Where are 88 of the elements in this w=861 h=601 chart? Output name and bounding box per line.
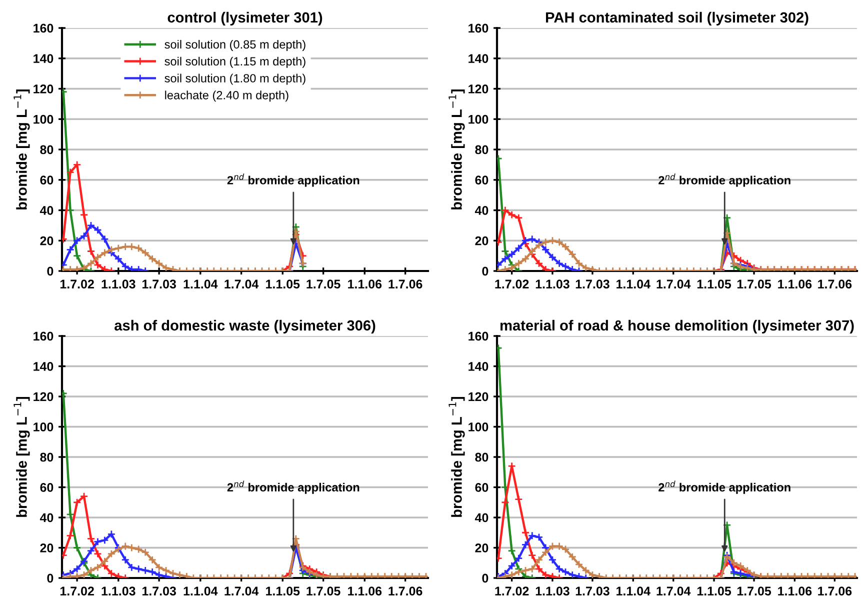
x-tick-label: 1.7.06 [388, 280, 422, 289]
y-tick-label: 100 [468, 114, 488, 124]
y-tick-label: 160 [468, 332, 488, 341]
x-tick-label: 1.7.03 [142, 586, 176, 596]
x-tick-label: 1.7.06 [818, 280, 852, 289]
y-tick-label: 0 [482, 266, 488, 276]
y-tick-label: 140 [468, 362, 488, 371]
x-tick-label: 1.7.06 [818, 586, 852, 596]
y-tick-label: 80 [40, 452, 54, 462]
y-tick-label: 40 [40, 206, 54, 215]
x-tick-label: 1.7.05 [737, 280, 772, 289]
x-tick-label: 1.7.05 [737, 586, 772, 596]
x-tick-label: 1.1.03 [536, 586, 570, 596]
y-tick-label: 160 [468, 24, 488, 33]
y-tick-label: 0 [47, 574, 54, 583]
y-tick-label: 60 [40, 483, 54, 492]
y-axis-title: bromide [mg L$^{−1}$] [448, 89, 465, 210]
y-tick-label: 100 [34, 114, 54, 124]
y-axis-title: bromide [mg L$^{−1}$] [448, 396, 465, 517]
legend-label: leachate (2.40 m depth) [165, 90, 288, 102]
chart-title: ash of domestic waste (lysimeter 306) [114, 320, 376, 334]
y-tick-label: 120 [468, 84, 488, 94]
x-tick-label: 1.1.04 [616, 586, 650, 596]
y-tick-label: 80 [40, 145, 54, 154]
y-tick-label: 160 [34, 332, 54, 341]
y-tick-label: 160 [34, 24, 54, 33]
y-tick-label: 140 [468, 54, 488, 64]
y-tick-label: 60 [475, 176, 488, 185]
x-tick-label: 1.1.03 [536, 280, 570, 289]
x-tick-label: 1.1.05 [266, 280, 300, 289]
y-tick-label: 140 [34, 362, 54, 371]
x-tick-label: 1.7.04 [656, 586, 691, 596]
y-tick-label: 40 [40, 513, 54, 522]
y-tick-label: 100 [34, 422, 54, 432]
legend-label: soil solution (0.85 m depth) [164, 40, 306, 51]
chart-title: material of road & house demolition (lysimeter 307) [500, 320, 854, 334]
y-tick-label: 120 [468, 392, 488, 402]
y-axis-title: bromide [mg L$^{−1}$] [14, 396, 30, 517]
annotation: 2$^{nd}$ bromide application [227, 174, 360, 187]
x-tick-label: 1.1.06 [348, 280, 382, 289]
y-tick-label: 60 [475, 483, 488, 492]
x-tick-label: 1.1.05 [697, 586, 732, 596]
x-tick-label: 1.7.03 [576, 280, 610, 289]
y-tick-label: 60 [40, 176, 54, 185]
x-tick-label: 1.7.04 [224, 280, 259, 289]
x-tick-label: 1.7.02 [60, 586, 94, 596]
y-tick-label: 20 [40, 544, 54, 552]
x-tick-label: 1.1.05 [266, 586, 300, 596]
x-tick-label: 1.7.02 [495, 280, 529, 289]
y-axis-title: bromide [mg L$^{−1}$] [14, 89, 30, 210]
x-tick-label: 1.1.04 [616, 280, 650, 289]
x-tick-label: 1.1.06 [778, 586, 812, 596]
x-tick-label: 1.1.04 [184, 586, 218, 596]
annotation: 2$^{nd}$ bromide application [658, 174, 790, 187]
x-tick-label: 1.1.05 [697, 280, 732, 289]
y-tick-label: 40 [474, 206, 488, 215]
x-tick-label: 1.7.04 [224, 586, 259, 596]
y-tick-label: 0 [47, 266, 54, 276]
x-tick-label: 1.7.03 [576, 586, 610, 596]
x-tick-label: 1.1.04 [184, 280, 218, 289]
legend-label: soil solution (1.15 m depth) [164, 56, 306, 68]
x-tick-label: 1.7.03 [142, 280, 176, 289]
x-tick-label: 1.1.03 [102, 280, 136, 289]
x-tick-label: 1.7.05 [306, 586, 340, 596]
y-tick-label: 120 [34, 84, 54, 94]
y-tick-label: 80 [475, 145, 488, 154]
y-tick-label: 40 [474, 513, 488, 522]
y-tick-label: 20 [475, 544, 488, 552]
x-tick-label: 1.7.02 [60, 280, 94, 289]
y-tick-label: 0 [482, 574, 488, 583]
chart-title: control (lysimeter 301) [168, 12, 322, 26]
x-tick-label: 1.7.02 [495, 586, 529, 596]
y-tick-label: 100 [468, 422, 488, 432]
x-tick-label: 1.1.06 [348, 586, 382, 596]
x-tick-label: 1.7.06 [388, 586, 422, 596]
y-tick-label: 20 [475, 236, 488, 246]
x-tick-label: 1.1.03 [102, 586, 136, 596]
x-tick-label: 1.1.06 [778, 280, 812, 289]
y-tick-label: 120 [34, 392, 54, 402]
x-tick-label: 1.7.05 [306, 280, 340, 289]
y-tick-label: 80 [475, 452, 488, 462]
x-tick-label: 1.7.04 [656, 280, 691, 289]
annotation: 2$^{nd}$ bromide application [227, 480, 360, 494]
chart-title: PAH contaminated soil (lysimeter 302) [546, 12, 808, 26]
annotation: 2$^{nd}$ bromide application [658, 480, 790, 494]
y-tick-label: 20 [40, 236, 54, 246]
legend-label: soil solution (1.80 m depth) [164, 74, 306, 85]
y-tick-label: 140 [34, 54, 54, 64]
